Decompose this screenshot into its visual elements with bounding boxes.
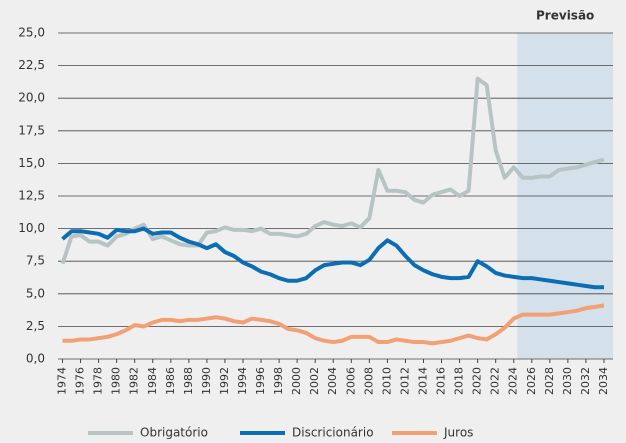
series-line [62,303,605,346]
x-tick-label: 1988 [182,367,195,395]
x-tick-label: 2020 [471,367,484,395]
x-tick-label: 2034 [597,367,610,395]
x-tick-label: 1996 [254,367,267,395]
y-tick-label: 15,0 [18,156,45,170]
x-tick-label: 2006 [344,367,357,395]
x-tick-label: 1984 [146,367,159,395]
x-tick-label: 2028 [543,367,556,395]
x-tick-label: 2024 [507,367,520,395]
series-line [61,226,604,290]
x-tick-label: 2030 [561,367,574,395]
x-tick-label: 1978 [92,367,105,395]
x-tick-label: 2016 [435,367,448,395]
x-tick-label: 1980 [110,367,123,395]
x-tick-label: 2012 [398,367,411,395]
x-tick-label: 1974 [56,367,69,395]
y-tick-label: 5,0 [26,286,45,300]
x-tick-label: 1990 [200,367,213,395]
legend-label: Discricionário [292,426,374,440]
y-tick-label: 2,5 [26,319,45,333]
y-tick-label: 25,0 [18,26,45,40]
x-tick-label: 1998 [272,367,285,395]
x-tick-label: 1994 [236,367,249,395]
y-tick-label: 0,0 [26,352,45,366]
x-tick-label: 2002 [308,367,321,395]
y-tick-label: 17,5 [18,123,45,137]
x-tick-label: 2014 [416,367,429,395]
x-tick-label: 2000 [290,367,303,395]
y-tick-label: 12,5 [18,189,45,203]
x-tick-label: 2026 [525,367,538,395]
x-tick-label: 2032 [579,367,592,395]
y-tick-label: 7,5 [26,254,45,268]
y-tick-label: 20,0 [18,91,45,105]
x-tick-label: 1976 [74,367,87,395]
forecast-label: Previsão [536,9,594,23]
x-tick-label: 1992 [218,367,231,395]
legend-label: Juros [443,426,473,440]
x-tick-label: 2018 [453,367,466,395]
x-tick-label: 1982 [128,367,141,395]
y-tick-label: 10,0 [18,221,45,235]
x-tick-label: 2008 [362,367,375,395]
legend-label: Obrigatório [140,426,208,440]
x-tick-label: 1986 [164,367,177,395]
series-line [60,76,605,265]
y-tick-label: 22,5 [18,58,45,72]
x-tick-label: 2022 [489,367,502,395]
x-tick-label: 2010 [380,367,393,395]
x-tick-label: 2004 [326,367,339,395]
